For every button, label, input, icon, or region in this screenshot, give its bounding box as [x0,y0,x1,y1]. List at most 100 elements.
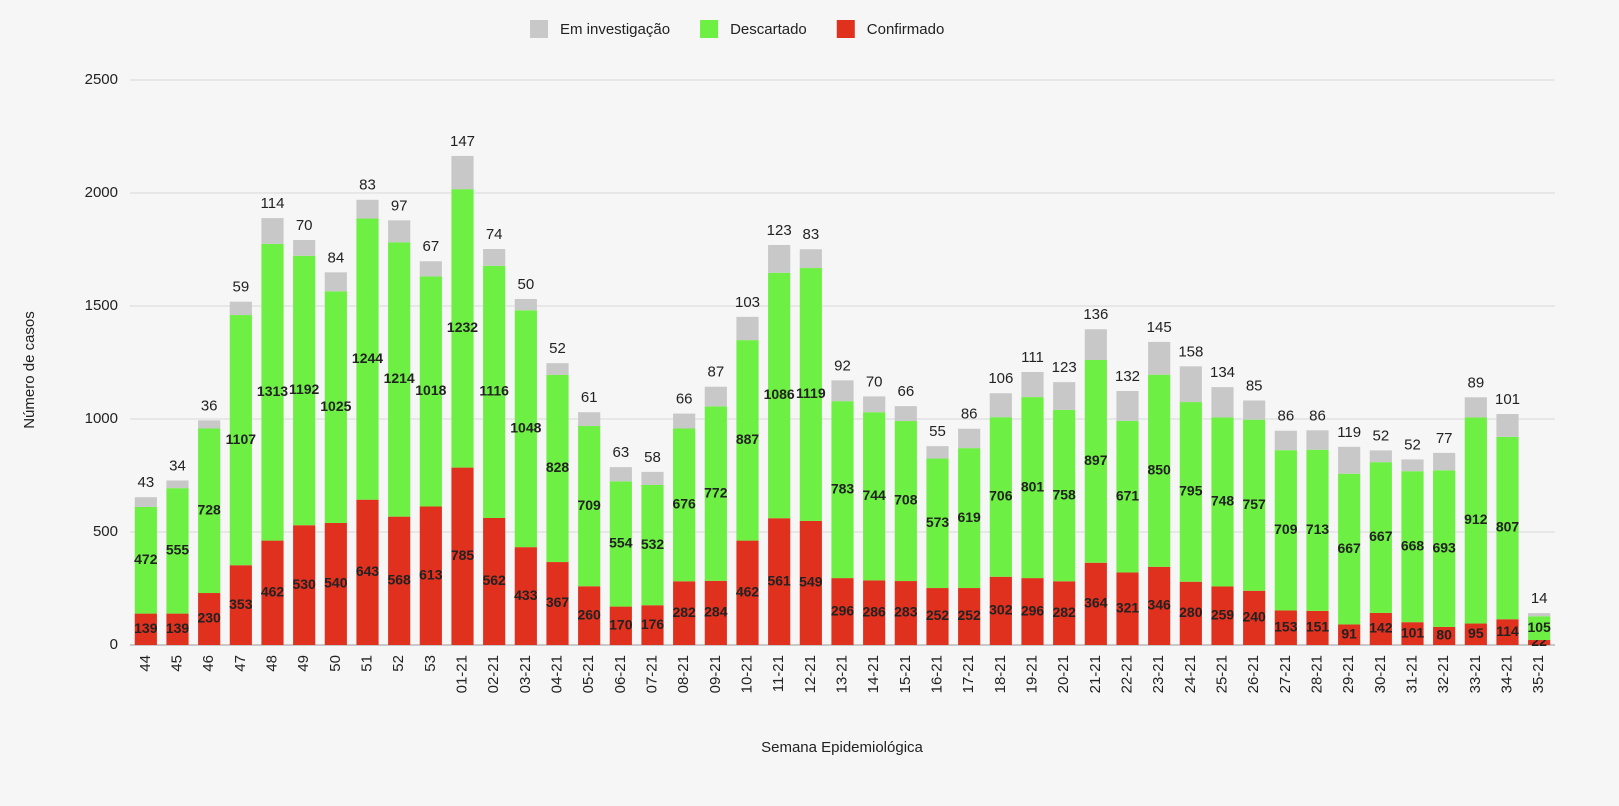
bar-segment [229,315,252,566]
bar-segment [419,261,442,277]
bar-segment [1274,610,1297,645]
data-label: 84 [327,249,344,266]
data-label: 283 [894,604,918,620]
bar-segment [609,606,632,645]
bar-segment [1179,581,1202,645]
data-label: 709 [1274,521,1298,537]
bar-segment [768,244,791,273]
data-label: 52 [1404,436,1421,453]
data-label: 1232 [447,319,478,335]
data-label: 70 [866,373,883,390]
bar-segment [134,497,157,507]
x-tick-label: 51 [358,655,375,672]
bar-segment [863,412,886,581]
data-label: 86 [1309,407,1326,424]
data-label: 63 [612,444,629,461]
bar-segment [1148,341,1171,375]
bar-segment [388,242,411,517]
bar-segment [1179,402,1202,582]
data-label: 887 [736,431,760,447]
bar-segment [673,581,696,645]
x-tick-label: 35-21 [1530,655,1547,693]
data-label: 74 [486,226,503,243]
bar-segment [609,467,632,482]
bar-segment [261,540,284,645]
data-label: 36 [201,397,218,414]
data-label: 897 [1084,452,1108,468]
bar-segment [926,446,949,459]
bar-segment [1243,419,1266,591]
data-label: 561 [767,572,791,588]
data-label: 114 [1496,623,1519,639]
x-tick-label: 11-21 [770,655,787,692]
x-tick-label: 25-21 [1213,655,1230,693]
bar-segment [451,155,474,190]
bar-segment [1433,452,1456,471]
bar-segment [293,525,316,645]
data-label: 554 [609,535,633,551]
data-label: 706 [989,488,1013,504]
bar-segment [261,218,284,244]
bar-segment [863,396,886,413]
data-label: 1048 [510,419,541,435]
bar-segment [451,467,474,645]
data-label: 364 [1084,595,1108,611]
x-tick-label: 08-21 [675,655,692,693]
data-label: 153 [1274,618,1298,634]
data-label: 1192 [289,381,320,397]
data-label: 280 [1179,604,1203,620]
data-label: 667 [1369,528,1393,544]
bar-segment [261,243,284,541]
bar-segment [1148,566,1171,645]
legend-swatch [700,20,719,38]
bar-segment [546,363,569,375]
x-tick-label: 06-21 [612,655,629,693]
bar-segment [451,189,474,468]
data-label: 105 [1527,619,1551,635]
data-label: 259 [1211,606,1235,622]
data-label: 713 [1306,521,1330,537]
bar-segment [134,506,157,614]
x-tick-label: 32-21 [1435,655,1452,693]
bar-segment [831,401,854,579]
x-tick-label: 18-21 [992,655,1009,693]
bar-segment [483,517,506,645]
legend-swatch [836,20,855,38]
bar-segment [546,374,569,563]
data-label: 744 [862,487,886,503]
x-tick-label: 31-21 [1403,655,1420,693]
data-label: 87 [707,364,724,381]
data-label: 52 [1372,427,1389,444]
data-label: 114 [261,195,285,212]
x-tick-label: 19-21 [1023,655,1040,693]
bar-segment [1116,390,1139,421]
data-label: 260 [577,606,601,622]
bar-segment [546,562,569,645]
bar-segment [1021,371,1044,398]
bar-segment [293,240,316,256]
bar-segment [641,605,664,645]
data-label: 101 [1495,391,1520,408]
data-label: 321 [1116,599,1140,615]
data-label: 145 [1147,319,1172,336]
data-label: 103 [735,294,760,311]
bar-segment [1053,409,1076,582]
bar-segment [926,458,949,589]
bar-segment [1243,400,1266,420]
x-axis-title: Semana Epidemiológica [761,739,923,756]
bar-segment [736,540,759,645]
bar-segment [1338,473,1361,625]
data-label: 296 [1021,602,1045,618]
data-label: 66 [676,391,693,408]
y-tick-label: 2000 [85,184,118,201]
data-label: 97 [391,197,408,214]
x-tick-label: 46 [200,655,217,672]
bar-segment [198,593,221,645]
data-label: 801 [1021,478,1045,494]
bar-segment [578,586,601,645]
data-label: 59 [232,279,249,296]
data-label: 549 [799,574,823,590]
bar-segment [799,520,822,645]
x-tick-label: 02-21 [485,655,502,693]
bar-segment [1274,450,1297,611]
